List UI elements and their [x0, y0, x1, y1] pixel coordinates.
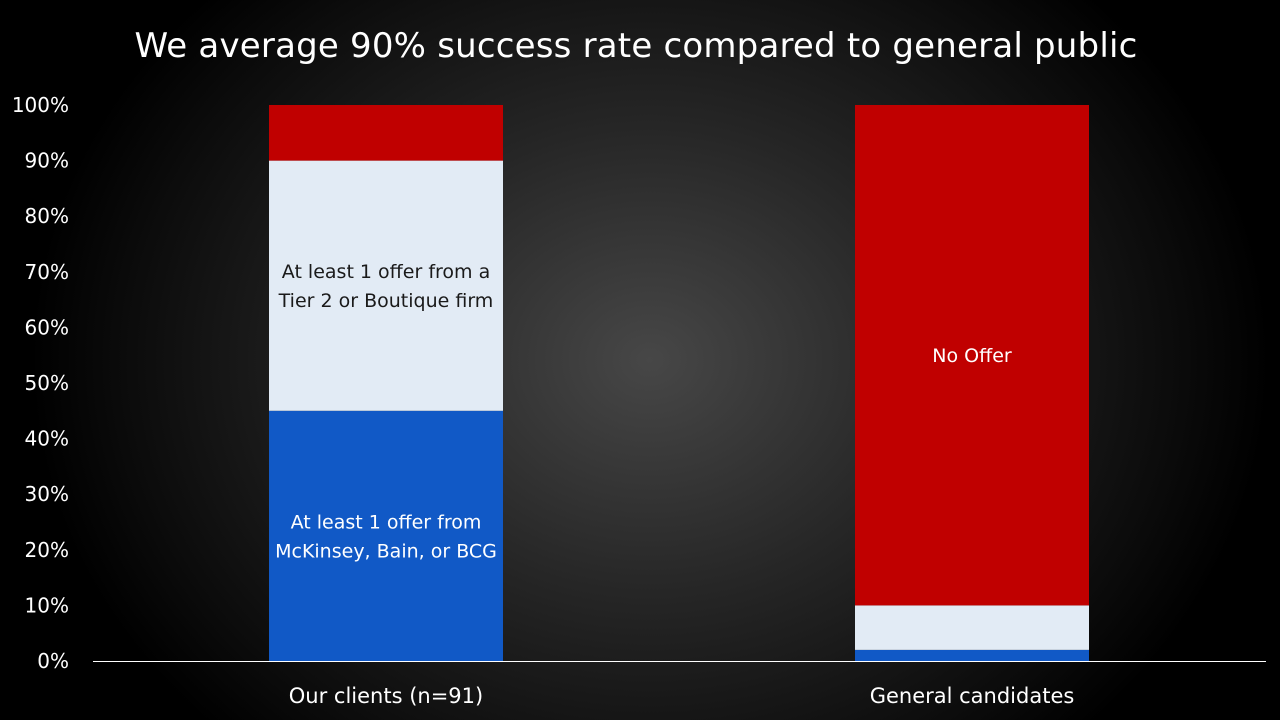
segment-label: At least 1 offer from — [291, 511, 482, 533]
bar-segment — [855, 605, 1089, 650]
x-category-label: Our clients (n=91) — [289, 684, 483, 708]
y-tick-label: 10% — [25, 593, 69, 617]
bar-segment — [269, 105, 503, 161]
y-tick-label: 30% — [25, 482, 69, 506]
bar-segment — [269, 160, 503, 411]
segment-label: No Offer — [932, 345, 1012, 367]
y-tick-label: 0% — [37, 649, 69, 673]
x-category-label: General candidates — [870, 684, 1075, 708]
y-axis-ticks: 0% 10% 20% 30% 40% 50% 60% 70% 80% 90% 100% — [12, 93, 69, 673]
x-axis-labels: Our clients (n=91) General candidates — [289, 684, 1075, 708]
segment-labels: At least 1 offer from McKinsey, Bain, or … — [275, 261, 1012, 562]
chart-title: We average 90% success rate compared to … — [134, 26, 1138, 66]
segment-label: At least 1 offer from a — [282, 261, 490, 283]
y-tick-label: 80% — [25, 204, 69, 228]
y-tick-label: 50% — [25, 371, 69, 395]
y-tick-label: 40% — [25, 427, 69, 451]
y-tick-label: 20% — [25, 538, 69, 562]
y-tick-label: 60% — [25, 315, 69, 339]
segment-label: Tier 2 or Boutique firm — [278, 290, 494, 312]
bar-segment — [855, 649, 1089, 661]
y-tick-label: 70% — [25, 260, 69, 284]
segment-label: McKinsey, Bain, or BCG — [275, 540, 497, 562]
y-tick-label: 90% — [25, 149, 69, 173]
bar-segments — [269, 105, 1089, 661]
bar-segment — [855, 105, 1089, 606]
bar-segment — [269, 410, 503, 661]
y-tick-label: 100% — [12, 93, 69, 117]
